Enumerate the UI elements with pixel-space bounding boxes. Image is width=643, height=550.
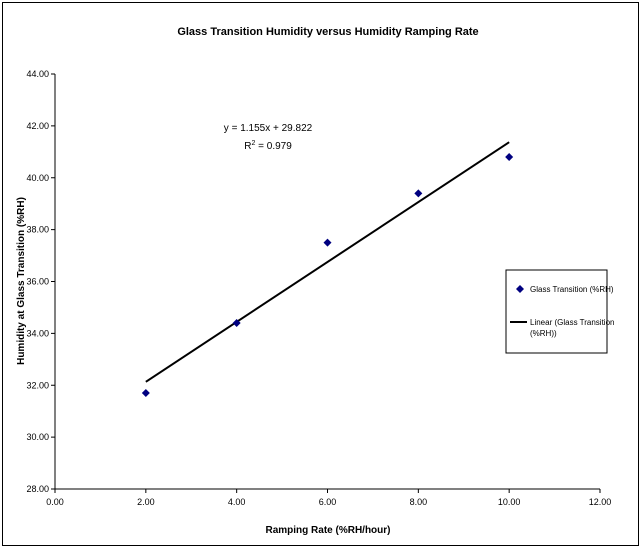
x-ticks: 0.00 2.00 4.00 6.00 8.00 10.00 12.00 <box>46 489 611 507</box>
y-tick-label: 40.00 <box>26 173 49 183</box>
legend-trendline-label-line2: (%RH)) <box>530 329 557 338</box>
y-tick-label: 44.00 <box>26 69 49 79</box>
y-tick-label: 34.00 <box>26 328 49 338</box>
legend-series-label: Glass Transition (%RH) <box>530 285 614 294</box>
equation-group: y = 1.155x + 29.822 R2 = 0.979 <box>224 123 313 152</box>
trendline-group <box>145 141 510 383</box>
data-point <box>505 153 514 161</box>
y-tick-label: 32.00 <box>26 380 49 390</box>
chart-title: Glass Transition Humidity versus Humidit… <box>177 26 478 38</box>
trendline-equation: y = 1.155x + 29.822 <box>224 123 313 134</box>
legend-diamond-marker <box>516 285 524 293</box>
r-squared-label: R2 = 0.979 <box>244 140 292 152</box>
points-group <box>141 153 514 398</box>
data-point <box>323 238 332 247</box>
legend-trendline-label: Linear (Glass Transition (%RH)) <box>530 318 617 338</box>
data-point <box>232 319 241 327</box>
r-squared-value: = 0.979 <box>255 141 292 152</box>
data-point <box>414 189 423 198</box>
x-tick-label: 10.00 <box>498 497 521 507</box>
y-ticks: 28.00 30.00 32.00 34.00 36.00 38.00 40.00 42.00… <box>26 69 55 494</box>
x-tick-label: 8.00 <box>410 497 428 507</box>
y-tick-label: 38.00 <box>26 225 49 235</box>
x-tick-label: 4.00 <box>228 497 246 507</box>
data-point <box>141 389 150 398</box>
x-tick-label: 12.00 <box>589 497 612 507</box>
r-squared-sup: 2 <box>251 140 255 147</box>
y-tick-label: 30.00 <box>26 432 49 442</box>
x-tick-label: 2.00 <box>137 497 155 507</box>
legend-trendline-label-line1: Linear (Glass Transition <box>530 318 614 327</box>
legend: Glass Transition (%RH) Linear (Glass Tra… <box>505 269 617 354</box>
x-axis-title: Ramping Rate (%RH/hour) <box>266 525 391 536</box>
x-tick-label: 6.00 <box>319 497 337 507</box>
y-axis-title: Humidity at Glass Transition (%RH) <box>16 197 27 365</box>
y-tick-label: 28.00 <box>26 484 49 494</box>
y-tick-label: 42.00 <box>26 121 49 131</box>
x-tick-label: 0.00 <box>46 497 64 507</box>
trendline <box>145 141 510 383</box>
legend-box <box>505 269 608 354</box>
y-tick-label: 36.00 <box>26 277 49 287</box>
r-squared-prefix: R <box>244 141 251 152</box>
